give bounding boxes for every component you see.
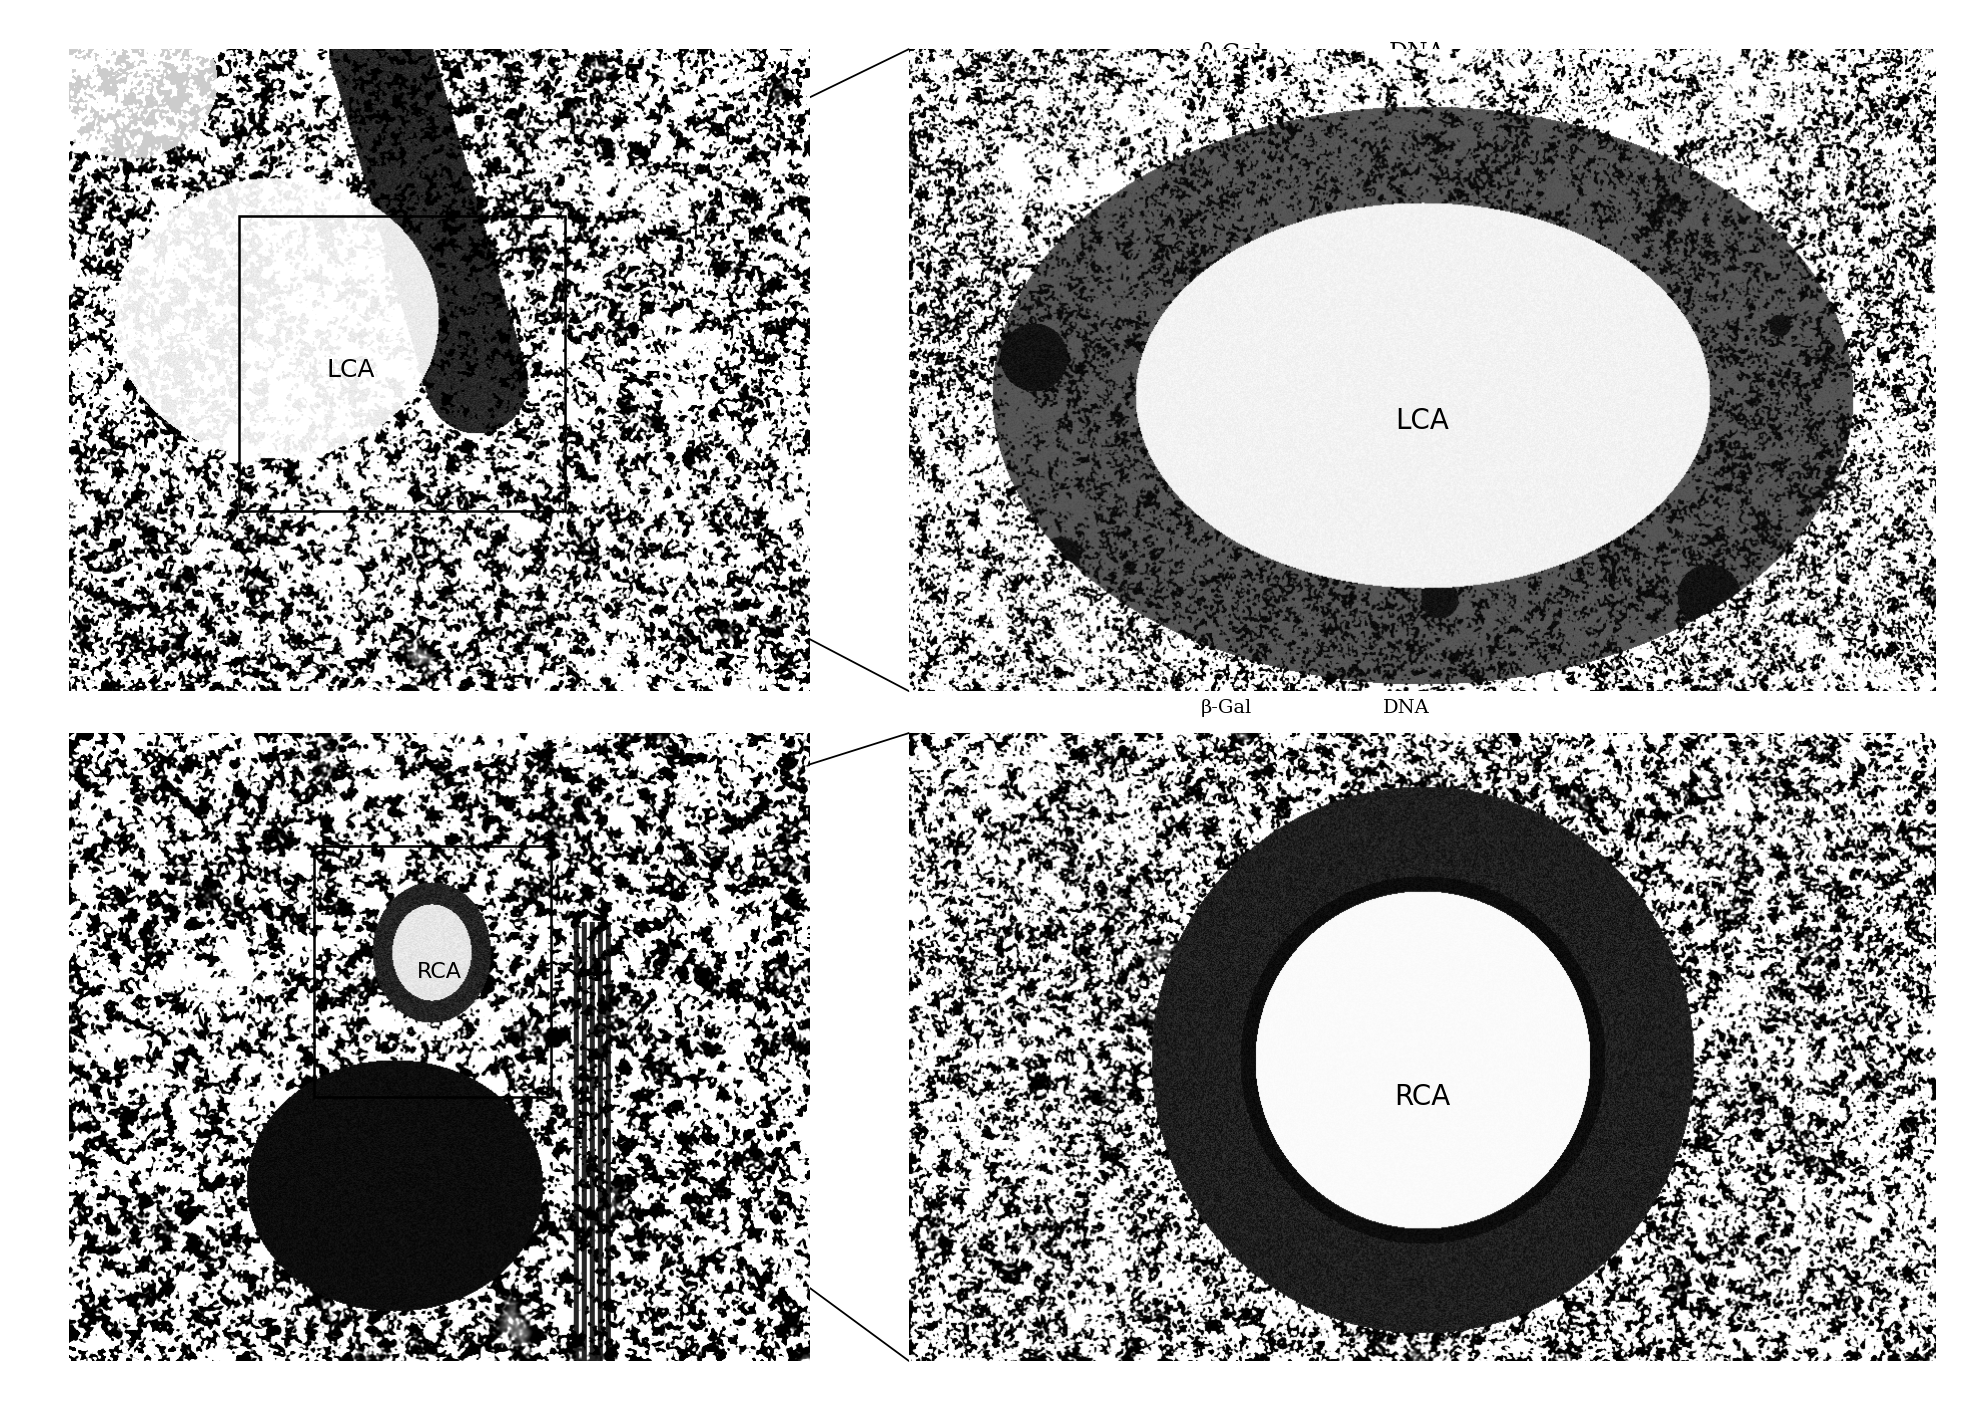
Text: DNA: DNA [1382, 699, 1430, 716]
Bar [239, 216, 565, 512]
Text: RCA: RCA [1394, 1083, 1450, 1111]
Text: RCA: RCA [417, 962, 462, 981]
Text: β-Gal: β-Gal [1201, 699, 1252, 716]
Text: β-Gal: β-Gal [1201, 41, 1262, 66]
Text: DNA: DNA [1388, 42, 1446, 65]
Text: LCA: LCA [326, 358, 375, 382]
Text: LCA: LCA [1394, 407, 1450, 436]
Bar [314, 846, 551, 1097]
